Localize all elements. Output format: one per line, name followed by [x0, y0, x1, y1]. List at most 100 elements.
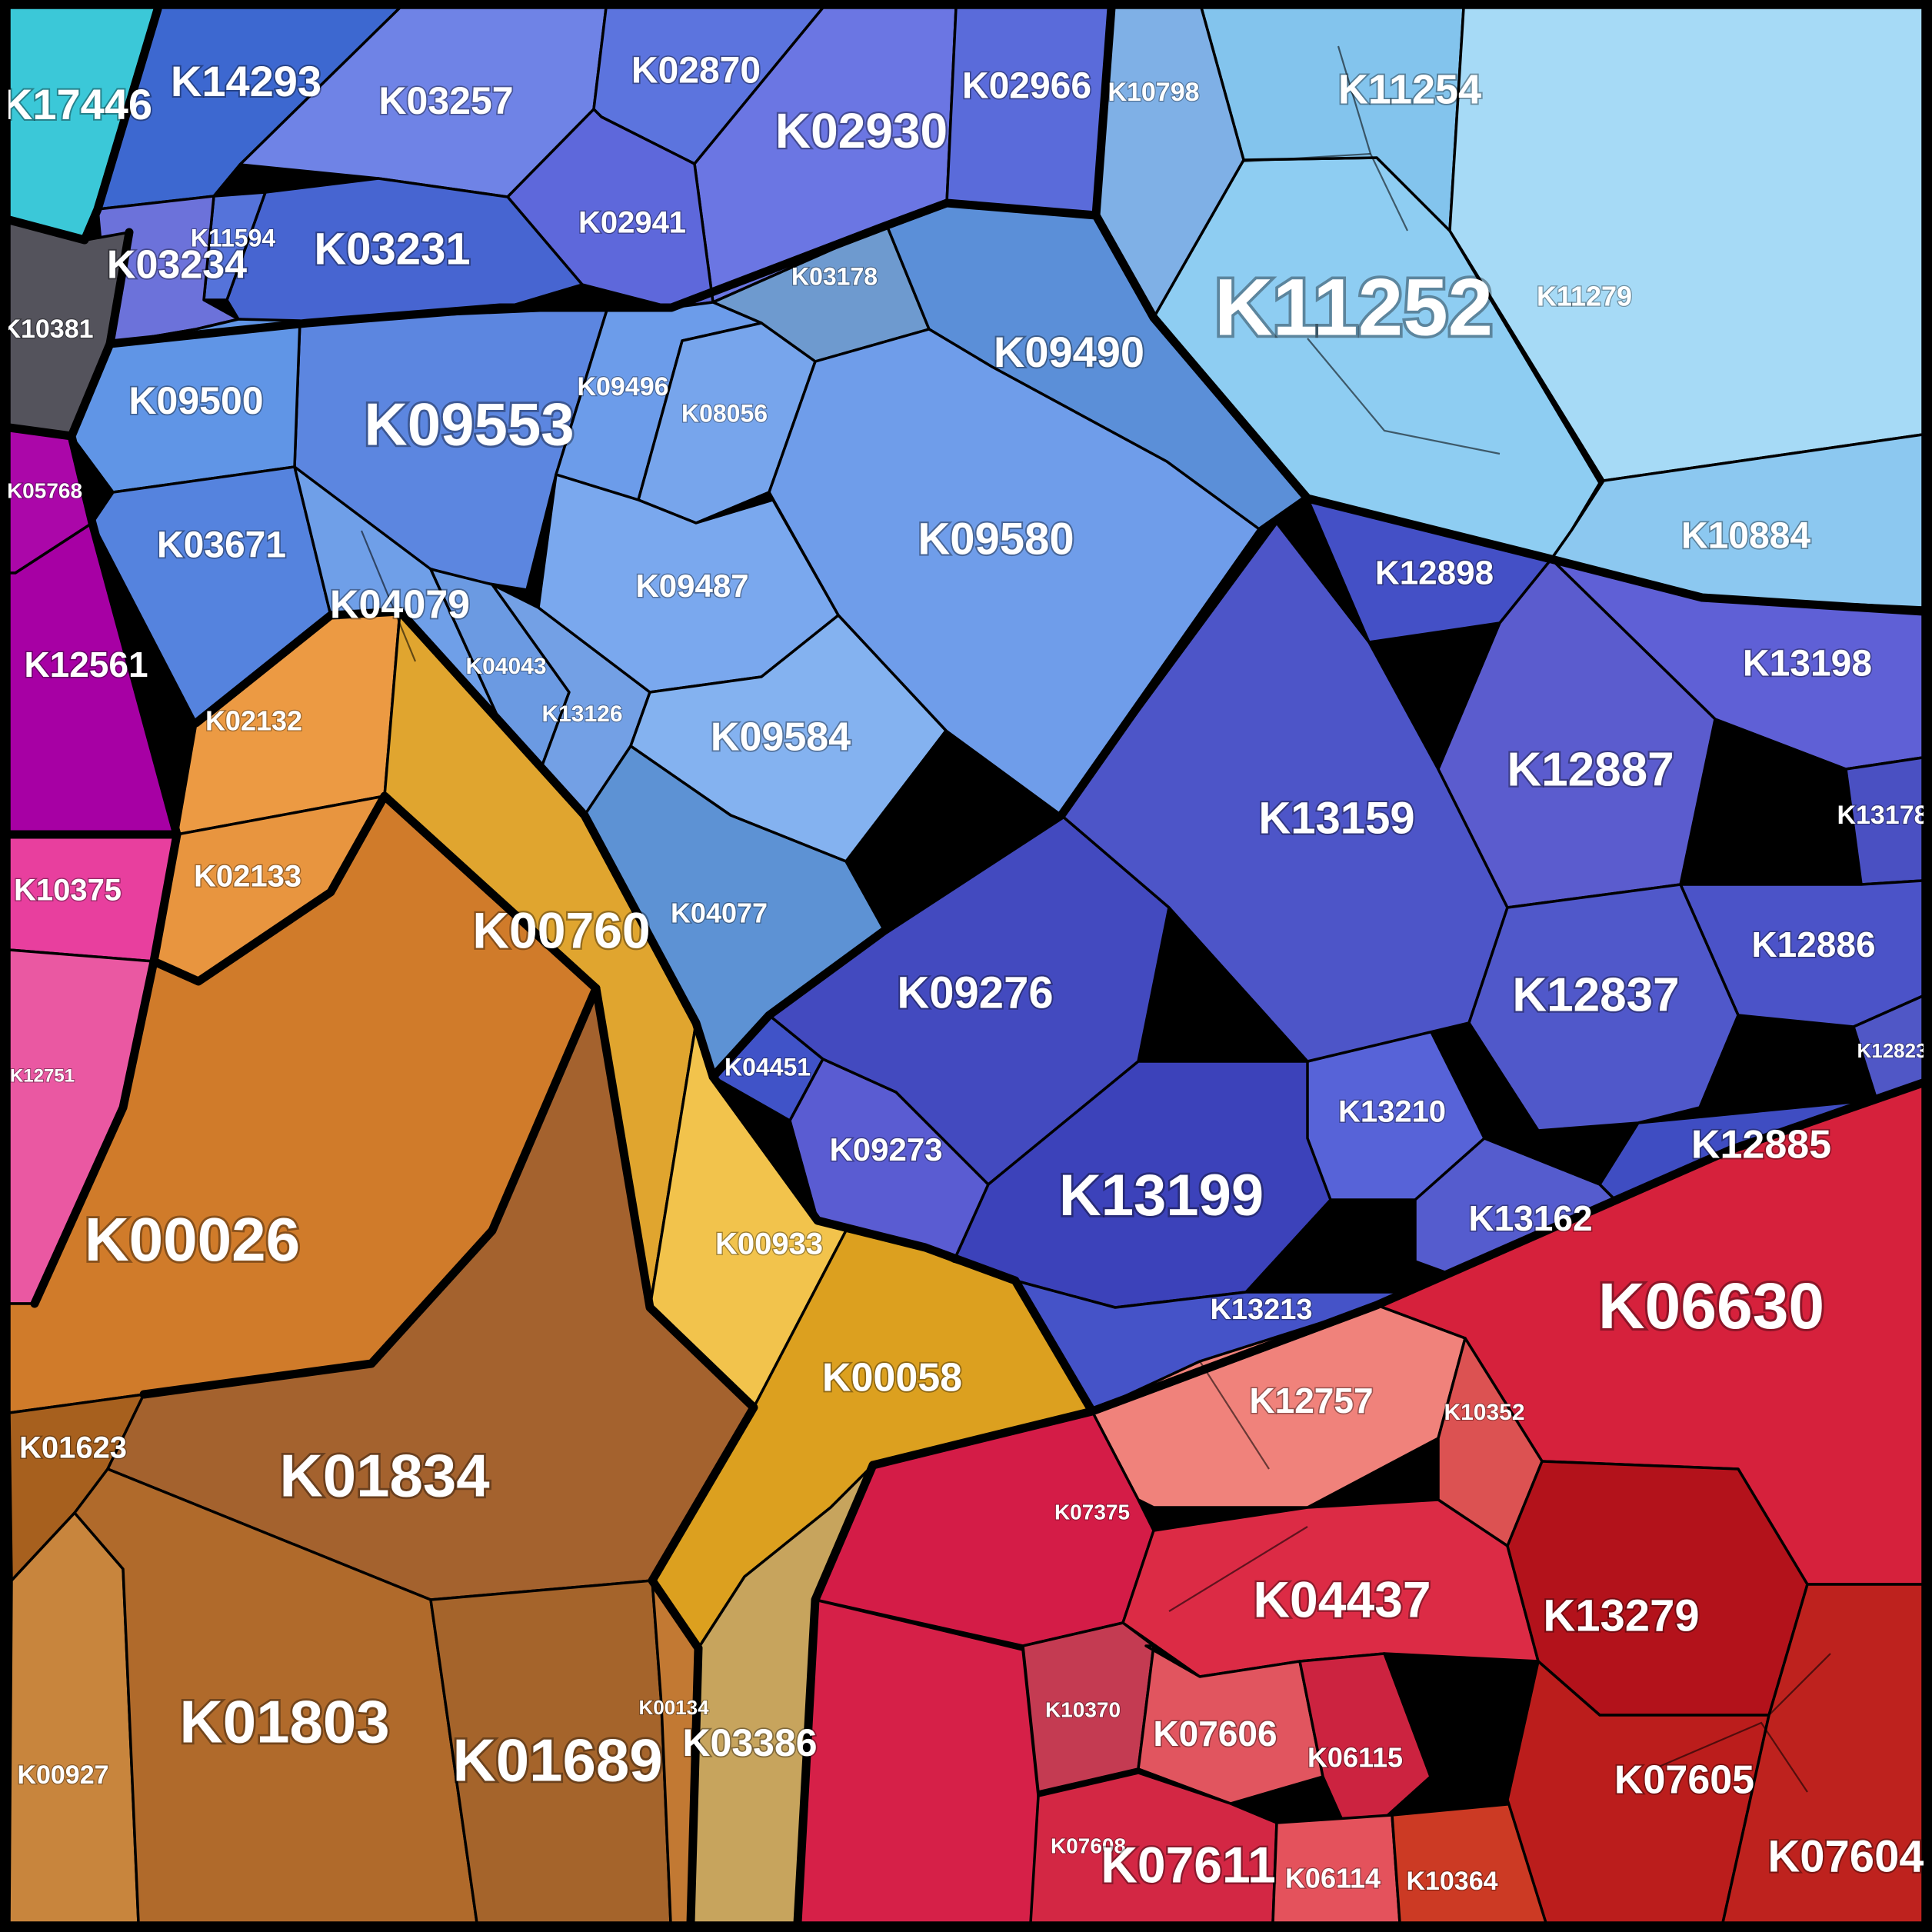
cell-label-K12751: K12751 [10, 1065, 75, 1086]
cell-label-K10798: K10798 [1108, 78, 1199, 107]
group-border [30, 228, 182, 1308]
cell-label-K03178: K03178 [791, 262, 878, 290]
cell-label-K02870: K02870 [631, 51, 761, 92]
group-border [149, 791, 601, 993]
cell-subdivision-line [1243, 152, 1371, 163]
cell-label-K07605: K07605 [1614, 1758, 1754, 1803]
cell-label-K09553: K09553 [364, 391, 574, 458]
cell-label-K12561: K12561 [24, 645, 148, 685]
cell-subdivision-line [360, 530, 417, 662]
cell-label-K03234: K03234 [107, 243, 247, 288]
cell-label-K00760: K00760 [472, 901, 650, 958]
cell-label-K11279: K11279 [1537, 281, 1632, 312]
group-border [5, 5, 162, 245]
cell-label-K13162: K13162 [1468, 1198, 1592, 1238]
cell-label-K13213: K13213 [1210, 1294, 1312, 1326]
cell-label-K09584: K09584 [711, 715, 851, 760]
cell-label-K07608: K07608 [1051, 1834, 1126, 1857]
group-border [868, 1407, 1097, 1470]
cell-label-K04451: K04451 [724, 1053, 811, 1081]
group-border [686, 1644, 703, 1927]
cell-K02966[interactable] [945, 6, 1113, 217]
cell-label-K12887: K12887 [1507, 743, 1674, 796]
cell-label-K06115: K06115 [1307, 1742, 1403, 1774]
cell-subdivision-line [1307, 338, 1501, 455]
cell-label-K03386: K03386 [682, 1721, 817, 1764]
cell-K00927[interactable] [8, 1511, 140, 1924]
cell-subdivision-line [1370, 153, 1408, 232]
cell-K02941[interactable] [506, 108, 715, 309]
cell-label-K13279: K13279 [1543, 1591, 1699, 1641]
cell-label-K11252: K11252 [1214, 263, 1493, 353]
cell-label-K12757: K12757 [1249, 1381, 1373, 1421]
cell-label-K03231: K03231 [314, 224, 470, 274]
cell-label-K07604: K07604 [1767, 1831, 1924, 1881]
cell-K07604[interactable] [1721, 1583, 1924, 1924]
cell-label-K12898: K12898 [1375, 555, 1494, 592]
cell-label-K13210: K13210 [1338, 1095, 1446, 1129]
cell-K04437[interactable] [1121, 1498, 1540, 1678]
cell-label-K09580: K09580 [918, 514, 1074, 564]
cell-label-K03257: K03257 [378, 79, 513, 122]
cell-label-K03671: K03671 [157, 525, 286, 566]
cell-label-K04437: K04437 [1253, 1571, 1431, 1627]
group-border [5, 423, 76, 441]
cell-label-K09487: K09487 [635, 568, 748, 604]
cell-label-K09490: K09490 [994, 328, 1144, 376]
cell-label-K12823: K12823 [1857, 1039, 1927, 1062]
cell-label-K01623: K01623 [19, 1431, 127, 1465]
cell-label-K09276: K09276 [897, 968, 1053, 1018]
cell-label-K13178: K13178 [1837, 801, 1928, 830]
cell-label-K02941: K02941 [578, 206, 686, 240]
group-border [591, 984, 758, 1653]
cell-label-K00134: K00134 [638, 1696, 709, 1719]
cell-label-K02132: K02132 [205, 705, 302, 737]
group-border [192, 607, 405, 728]
cell-label-K09496: K09496 [577, 372, 668, 401]
cell-label-K00026: K00026 [85, 1205, 300, 1274]
cell-label-K09273: K09273 [829, 1131, 942, 1168]
cell-label-K06630: K06630 [1598, 1270, 1824, 1342]
cell-label-K10370: K10370 [1045, 1697, 1121, 1721]
cell-K12837[interactable] [1467, 883, 1740, 1132]
cell-subdivision-line [1168, 1526, 1308, 1612]
cell-label-K10884: K10884 [1681, 516, 1810, 557]
cell-K09500[interactable] [70, 318, 301, 494]
cell-label-K07375: K07375 [1054, 1500, 1130, 1524]
cell-label-K10375: K10375 [14, 874, 122, 908]
cell-label-K11594: K11594 [191, 224, 276, 251]
cell-label-K13159: K13159 [1258, 793, 1414, 843]
cell-label-K09500: K09500 [128, 379, 263, 422]
cell-label-K01689: K01689 [452, 1727, 662, 1794]
cell-label-K00058: K00058 [822, 1356, 962, 1401]
cell-subdivision-line [1768, 1653, 1831, 1716]
group-border [1091, 211, 1927, 616]
cell-label-K10364: K10364 [1406, 1867, 1497, 1896]
group-border [793, 1461, 878, 1927]
group-border [139, 984, 601, 1399]
cell-label-K10352: K10352 [1444, 1400, 1524, 1425]
cell-label-K01834: K01834 [279, 1442, 489, 1510]
cell-label-K04077: K04077 [671, 898, 768, 929]
group-border [395, 607, 1927, 1416]
cell-label-K12885: K12885 [1691, 1123, 1831, 1168]
cell-K06115[interactable] [1298, 1652, 1432, 1847]
cell-label-K04043: K04043 [465, 654, 546, 679]
cell-K07606[interactable] [1137, 1644, 1324, 1805]
cell-label-K13198: K13198 [1743, 644, 1872, 685]
cell-label-K12837: K12837 [1512, 968, 1679, 1021]
cell-subdivision-line [1337, 45, 1372, 155]
cell-label-K12886: K12886 [1751, 924, 1875, 964]
cell-label-K02930: K02930 [775, 103, 948, 158]
cell-subdivision-line [1653, 1721, 1808, 1793]
cell-label-K13126: K13126 [541, 701, 622, 727]
cell-label-K10381: K10381 [2, 315, 93, 344]
cell-label-K00933: K00933 [715, 1227, 823, 1261]
cell-label-K04079: K04079 [330, 583, 470, 628]
cell-label-K02966: K02966 [962, 66, 1091, 107]
cell-label-K02133: K02133 [194, 860, 301, 894]
cell-label-K06114: K06114 [1285, 1863, 1381, 1894]
cell-label-K11254: K11254 [1338, 66, 1481, 112]
